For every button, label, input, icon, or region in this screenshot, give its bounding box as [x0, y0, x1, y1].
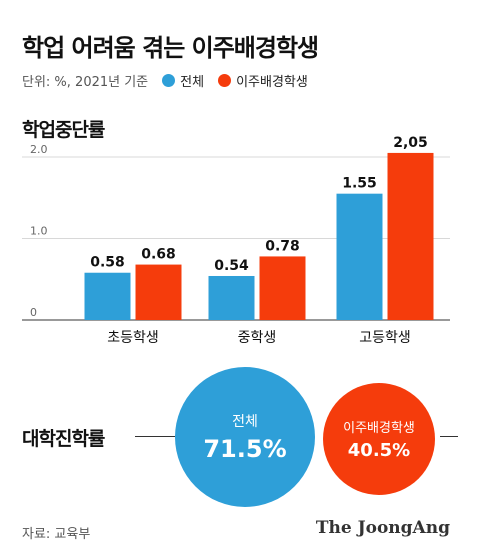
dropout-rate-title: 학업중단률 [22, 119, 105, 141]
bar-0-0 [84, 272, 131, 320]
y-tick-label-0: 0 [30, 306, 37, 319]
bar-value-label-0-0: 0.58 [90, 255, 125, 271]
divider-line-right [440, 436, 458, 437]
source-note: 자료: 교육부 [22, 527, 91, 542]
dropout-bar-chart: 0 1.0 2.0 0.58 0.68 초등학생 0.54 0.78 중학생 1.55 2,05 고등… [22, 135, 450, 346]
college-rate-title: 대학진학률 [22, 428, 105, 450]
bar-value-label-1-0: 0.68 [141, 247, 176, 263]
y-tick-label-2: 2.0 [30, 143, 48, 156]
bar-value-label-0-1: 0.54 [214, 258, 249, 274]
bar-1-1 [259, 256, 306, 320]
bar-1-2 [387, 152, 434, 320]
college-rate-circle-total: 전체 71.5% [175, 367, 315, 507]
bar-value-label-1-2: 2,05 [393, 135, 428, 151]
x-category-label-2: 고등학생 [359, 330, 411, 346]
x-category-label-1: 중학생 [238, 330, 277, 346]
legend-label-migrant: 이주배경학생 [236, 75, 308, 90]
legend-item-migrant: 이주배경학생 [218, 71, 308, 90]
circle-label-migrant: 이주배경학생 [343, 421, 415, 436]
brand-logo: The JoongAng [315, 518, 450, 538]
chart-title: 학업 어려움 겪는 이주배경학생 [22, 34, 319, 62]
bar-1-0 [135, 264, 182, 320]
legend-swatch-total [162, 74, 176, 87]
college-rate-circle-migrant: 이주배경학생 40.5% [323, 383, 435, 495]
legend-label-total: 전체 [180, 75, 205, 90]
circle-label-total: 전체 [232, 414, 258, 430]
circle-value-migrant: 40.5% [347, 440, 411, 461]
bar-0-1 [208, 275, 255, 320]
bar-value-label-1-1: 0.78 [265, 238, 300, 254]
y-tick-label-1: 1.0 [30, 225, 48, 238]
chart-meta: 단위: %, 2021년 기준 전체 이주배경학생 [22, 71, 308, 90]
circle-value-total: 71.5% [203, 435, 287, 463]
bar-value-label-0-2: 1.55 [342, 176, 377, 192]
x-category-label-0: 초등학생 [107, 330, 159, 346]
legend-item-total: 전체 [162, 71, 204, 90]
legend-swatch-migrant [218, 74, 232, 87]
unit-note: 단위: %, 2021년 기준 [22, 75, 149, 90]
divider-line-left [135, 436, 175, 437]
bar-0-2 [336, 193, 383, 320]
